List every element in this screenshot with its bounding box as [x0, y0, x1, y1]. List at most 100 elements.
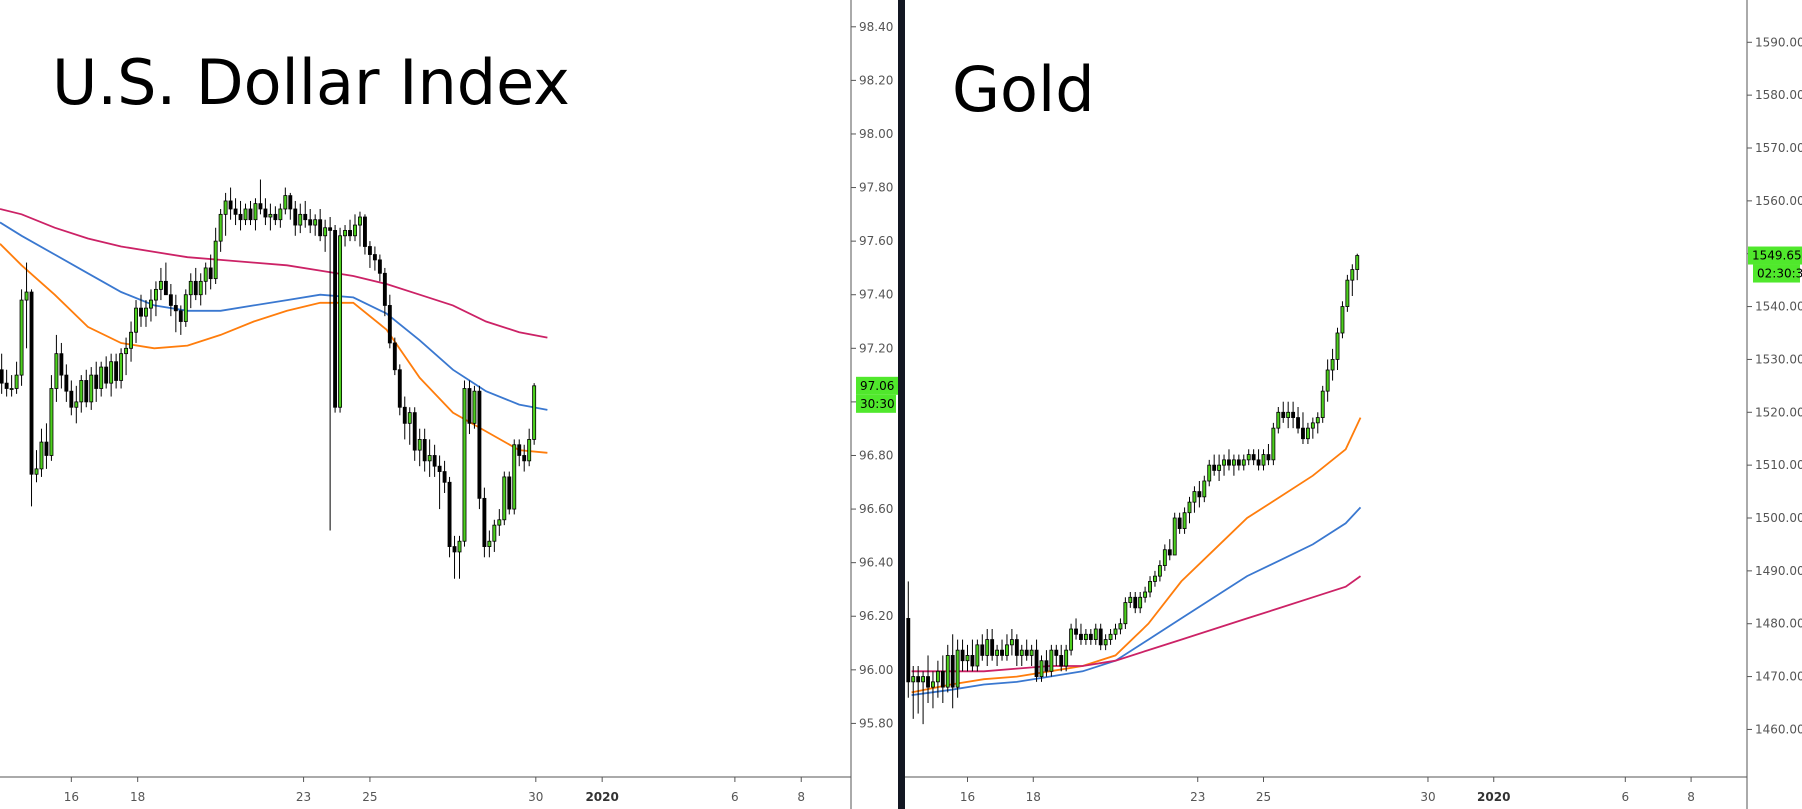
price-tick-label: 1480.000 [1755, 617, 1802, 631]
candle [1024, 639, 1029, 661]
candle-body-down [1014, 639, 1019, 656]
dollar-index-price-axis[interactable]: 98.4098.2098.0097.8097.6097.4097.2097.00… [850, 0, 900, 809]
candle-body-down [44, 441, 49, 456]
price-tick-label: 97.20 [859, 341, 893, 355]
candle-body-up [1153, 575, 1157, 582]
candle [358, 211, 362, 247]
candle [507, 471, 512, 515]
candle-body-down [193, 280, 198, 296]
candle [1143, 586, 1148, 603]
candle-body-down [970, 655, 975, 667]
candle [1108, 629, 1113, 645]
candle [906, 581, 911, 698]
candle-body-down [1034, 649, 1039, 677]
candle-body-down [397, 369, 402, 408]
candle [14, 361, 19, 394]
candle [318, 208, 323, 242]
candle-body-down [1301, 427, 1305, 440]
price-tick-label: 1540.000 [1755, 300, 1802, 314]
candle-body-down [1256, 459, 1261, 466]
moving-average-line-2 [0, 221, 548, 411]
price-tick-label: 1530.000 [1755, 352, 1802, 366]
candle-body-up [109, 361, 114, 384]
candle [24, 262, 29, 349]
candle [363, 214, 367, 255]
candle-body-down [1074, 628, 1078, 635]
candle-body-up [149, 299, 153, 309]
candle-body-down [168, 294, 173, 306]
last-price-tag [1748, 246, 1802, 265]
candle [1009, 629, 1014, 656]
time-tick-label: 2020 [585, 790, 618, 804]
candle [1098, 623, 1103, 651]
candle-body-down [1197, 491, 1202, 498]
price-tick-label: 1560.000 [1755, 194, 1802, 208]
candle-body-up [472, 390, 477, 424]
candle-body-down [1079, 633, 1083, 640]
time-tick-label: 25 [1256, 790, 1271, 804]
candle-body-up [1330, 359, 1335, 371]
candle-body-down [452, 546, 457, 553]
dollar-index-time-axis[interactable]: 16 18 23 25 30 2020 6 8 [0, 776, 851, 804]
gold-time-axis[interactable]: 16 18 23 25 30 2020 6 8 [905, 776, 1747, 804]
candle-body-down [363, 216, 367, 247]
last-price-tag [856, 376, 900, 395]
candle-body-down [1054, 649, 1059, 656]
candle-body-up [1157, 565, 1162, 577]
dollar-index-panel: 16 18 23 25 30 2020 6 8 98.40 98.20 98.00 97.80 97.… [0, 0, 900, 809]
candle [1320, 385, 1325, 423]
candle-body-up [1108, 633, 1113, 640]
candle [44, 423, 49, 469]
candle [457, 535, 462, 579]
candle [1236, 454, 1241, 471]
candle-body-up [1103, 639, 1108, 646]
candle [1305, 422, 1310, 444]
candle [1088, 629, 1093, 645]
candle [34, 450, 39, 483]
candle-body-up [298, 213, 303, 226]
time-tick-label: 25 [362, 790, 377, 804]
candle-body-up [1241, 459, 1246, 466]
candle-body-down [104, 366, 109, 384]
candle-body-down [308, 219, 313, 226]
candle [975, 639, 980, 672]
candle [348, 219, 352, 242]
candle [1059, 644, 1064, 672]
candle [1246, 449, 1251, 466]
candle [1118, 618, 1123, 635]
candle [1231, 454, 1236, 476]
candle-body-down [926, 676, 930, 688]
time-tick-label: 8 [797, 790, 805, 804]
candle [1281, 401, 1286, 423]
panel-separator[interactable] [898, 0, 905, 809]
time-tick-label: 6 [1621, 790, 1629, 804]
candle-body-up [1276, 411, 1281, 429]
time-tick-label: 30 [1420, 790, 1435, 804]
candle [144, 300, 148, 327]
candle-body-down [507, 476, 512, 510]
candle-body-up [407, 412, 412, 424]
candle [437, 455, 442, 510]
candle-body-down [69, 390, 74, 408]
candle-body-down [348, 230, 352, 237]
candle [203, 262, 208, 295]
candle-body-up [457, 540, 462, 553]
candle [278, 203, 283, 228]
candle-body-up [935, 670, 940, 683]
candle [527, 428, 532, 467]
candle [1049, 644, 1054, 677]
candle-body-down [1098, 628, 1103, 646]
gold-price-axis[interactable]: 1590.0001580.0001570.0001560.0001550.000… [1746, 0, 1802, 809]
candle [487, 530, 492, 558]
candle-body-up [1192, 491, 1197, 503]
candle-body-up [119, 353, 124, 381]
candle [1044, 650, 1049, 677]
candle-body-up [1350, 269, 1355, 281]
candle-body-up [19, 299, 24, 376]
candle [432, 444, 437, 477]
candle-body-down [4, 382, 9, 389]
candle [1335, 327, 1340, 370]
candle [517, 439, 522, 467]
price-tick-label: 1520.000 [1755, 405, 1802, 419]
